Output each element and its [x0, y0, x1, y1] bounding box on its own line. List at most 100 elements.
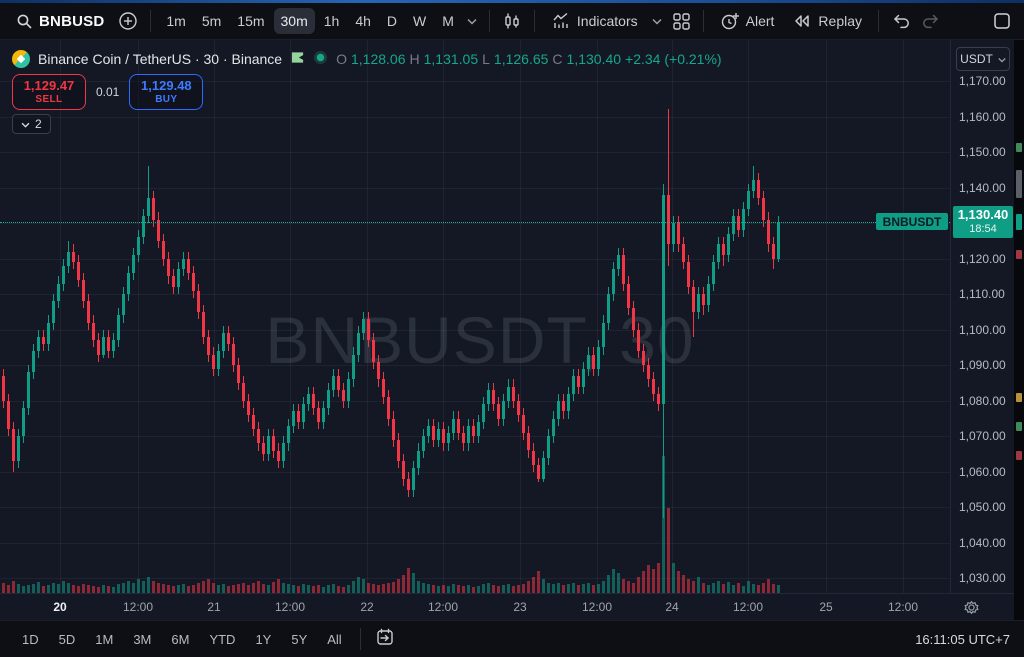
timeframe-30m[interactable]: 30m: [273, 8, 315, 34]
volume-bar: [187, 586, 190, 593]
range-5y[interactable]: 5Y: [291, 631, 308, 647]
timeframe-15m[interactable]: 15m: [237, 13, 265, 29]
candle-wick: [148, 166, 149, 224]
price-axis[interactable]: USDT 1,170.00 1,160.00 1,150.00 1,140.00 1,1…: [950, 40, 1014, 593]
volume-bar: [162, 584, 165, 593]
timeframe-1h[interactable]: 1h: [323, 13, 340, 29]
range-1y[interactable]: 1Y: [255, 631, 272, 647]
chart-legend[interactable]: Binance Coin / TetherUS · 30 · Binance O…: [12, 50, 722, 68]
candle: [422, 436, 425, 451]
timeframe-D[interactable]: D: [386, 13, 398, 29]
candle: [742, 208, 745, 231]
time-tick-label: 21: [207, 600, 221, 614]
candle: [627, 283, 630, 309]
chart-style-button[interactable]: [498, 7, 526, 35]
timeframe-W[interactable]: W: [413, 13, 427, 29]
price-tick-label: 1,040.00: [959, 535, 1006, 550]
time-axis[interactable]: 20 12:00 21 12:00 22 12:00 23 12:00 24 12:00 25 12:…: [0, 593, 1014, 620]
layout-manager-button[interactable]: [988, 7, 1016, 35]
volume-bar: [277, 579, 280, 593]
indicators-button[interactable]: Indicators: [543, 6, 646, 36]
range-6m[interactable]: 6M: [171, 631, 190, 647]
buy-button[interactable]: 1,129.48 BUY: [129, 74, 204, 110]
candle: [587, 354, 590, 369]
replay-button[interactable]: Replay: [784, 6, 870, 36]
volume-bar: [52, 583, 55, 593]
volume-bar: [567, 584, 570, 593]
timeframe-4h[interactable]: 4h: [355, 13, 371, 29]
go-to-date-button[interactable]: [371, 623, 399, 656]
candle: [97, 340, 100, 355]
volume-bar: [172, 586, 175, 593]
range-1m[interactable]: 1M: [95, 631, 114, 647]
volume-bar: [142, 581, 145, 593]
scroll-mark: [1016, 143, 1022, 152]
session-clock[interactable]: 16:11:05 UTC+7: [915, 631, 1010, 647]
grid-line: [0, 187, 950, 189]
candle: [82, 279, 85, 302]
volume-bar: [67, 583, 70, 593]
candles-icon: [502, 11, 522, 31]
volume-bar: [707, 585, 710, 593]
market-flag-icon[interactable]: [290, 50, 305, 68]
candle: [127, 272, 130, 295]
candle: [232, 343, 235, 366]
candle: [367, 319, 370, 341]
search-icon: [16, 13, 33, 30]
range-all[interactable]: All: [327, 631, 342, 647]
volume-bar: [267, 585, 270, 593]
templates-grid-button[interactable]: [668, 8, 695, 35]
volume-bar: [127, 581, 130, 593]
range-ytd[interactable]: YTD: [209, 631, 236, 647]
volume-bar: [227, 586, 230, 593]
toolbar-divider: [359, 628, 361, 650]
volume-bar: [617, 573, 620, 593]
volume-bar: [682, 575, 685, 593]
undo-icon: [891, 12, 911, 30]
volume-bar: [522, 584, 525, 593]
sell-button[interactable]: 1,129.47 SELL: [12, 74, 86, 110]
price-tick-label: 1,030.00: [959, 571, 1006, 586]
object-tree-toggle-button[interactable]: 2: [12, 114, 51, 134]
timezone-settings-gear-icon[interactable]: [963, 599, 980, 621]
grid-line: [0, 542, 950, 544]
timeframe-menu-button[interactable]: [463, 14, 481, 29]
volume-bar: [552, 584, 555, 593]
candle: [212, 354, 215, 369]
candle: [617, 255, 620, 270]
right-edge-strip: [1014, 40, 1024, 620]
open-value: 1,128.06: [351, 51, 406, 67]
toolbar-divider: [702, 10, 704, 32]
volume-bar: [662, 456, 665, 593]
compare-add-button[interactable]: [114, 7, 142, 35]
indicators-menu-button[interactable]: [648, 14, 666, 29]
alert-button[interactable]: Alert: [712, 6, 783, 36]
plus-circle-icon: [118, 11, 138, 31]
currency-toggle-button[interactable]: USDT: [956, 47, 1010, 71]
grid-line: [290, 40, 291, 593]
time-tick-label: 25: [819, 600, 833, 614]
symbol-search-button[interactable]: BNBUSD: [8, 8, 112, 35]
undo-button[interactable]: [887, 8, 915, 34]
chart-pane[interactable]: BNBUSDT, 30 TradingView: [0, 40, 950, 593]
candle: [582, 368, 585, 387]
redo-button[interactable]: [917, 8, 945, 34]
legend-title[interactable]: Binance Coin / TetherUS · 30 · Binance: [38, 51, 283, 67]
range-1d[interactable]: 1D: [22, 631, 39, 647]
current-price-label: 1,130.40 18:54: [953, 205, 1013, 238]
timeframe-M[interactable]: M: [442, 13, 454, 29]
timeframe-5m[interactable]: 5m: [201, 13, 222, 29]
volume-bar: [732, 585, 735, 593]
close-value: 1,130.40: [566, 51, 622, 67]
candle: [647, 365, 650, 380]
range-5d[interactable]: 5D: [58, 631, 76, 647]
volume-bar: [242, 583, 245, 593]
timeframe-1m[interactable]: 1m: [166, 13, 186, 29]
range-3m[interactable]: 3M: [133, 631, 152, 647]
live-data-dot-icon[interactable]: [313, 50, 328, 68]
candle: [27, 372, 30, 408]
candle: [237, 365, 240, 383]
candle: [437, 429, 440, 440]
grid-line: [0, 400, 950, 402]
candle: [17, 436, 20, 462]
